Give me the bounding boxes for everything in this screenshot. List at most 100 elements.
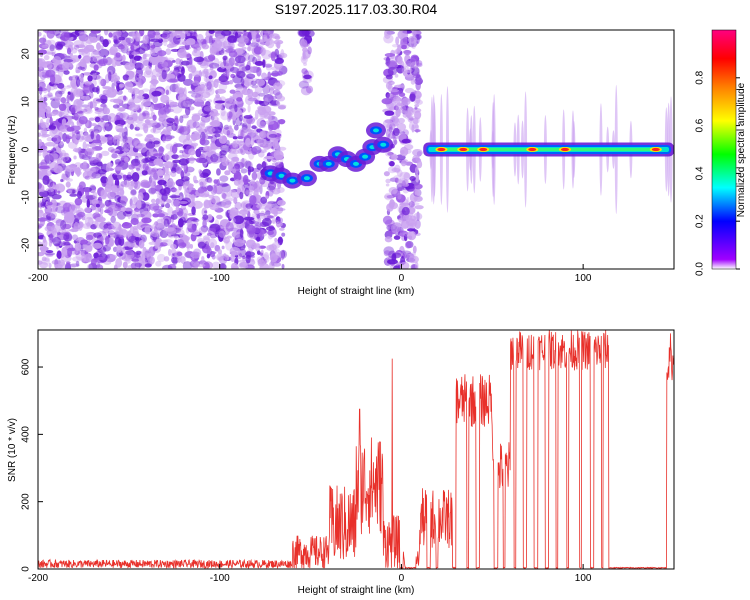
noise-blob [233, 238, 245, 247]
noise-blob [261, 72, 268, 80]
noise-blob [385, 128, 391, 139]
noise-blob [224, 254, 230, 261]
noise-blob [260, 47, 266, 56]
noise-blob [397, 192, 402, 200]
noise-blob [185, 38, 196, 45]
colorbar-gradient [711, 29, 737, 270]
noise-blob [256, 256, 264, 264]
noise-blob [252, 78, 259, 84]
noise-blob [57, 82, 65, 89]
noise-blob [115, 80, 121, 85]
noise-blob [46, 137, 53, 142]
noise-blob [78, 31, 87, 42]
noise-blob [259, 184, 263, 195]
noise-blob [42, 175, 50, 186]
noise-blob [229, 95, 234, 104]
noise-blob [119, 228, 127, 235]
noise-blob [140, 181, 152, 188]
noise-blob [161, 32, 170, 39]
noise-blob [246, 73, 256, 79]
noise-blob [83, 132, 89, 138]
noise-blob [122, 30, 126, 33]
noise-blob [243, 38, 251, 44]
noise-blob [140, 43, 151, 51]
noise-blob [90, 70, 97, 74]
noise-blob [103, 107, 110, 115]
noise-blob [184, 106, 191, 116]
noise-blob [246, 224, 256, 235]
noise-blob [393, 96, 401, 102]
noise-blob [301, 30, 311, 36]
noise-blob [165, 57, 175, 62]
noise-blob [415, 173, 420, 183]
noise-blob [158, 145, 164, 155]
noise-blob [165, 198, 172, 204]
noise-blob [38, 113, 43, 117]
noise-blob [227, 152, 238, 160]
noise-blob [82, 108, 93, 115]
noise-blob [66, 126, 75, 132]
noise-blob [82, 171, 90, 179]
noise-blob [399, 171, 411, 179]
noise-blob [122, 261, 128, 269]
noise-blob [387, 66, 398, 76]
noise-blob [407, 35, 418, 44]
noise-blob [144, 263, 152, 268]
noise-blob [92, 139, 102, 144]
noise-blob [276, 200, 286, 206]
noise-blob [197, 241, 206, 249]
noise-blob [232, 156, 240, 163]
noise-blob [153, 172, 159, 180]
noise-blob [218, 49, 225, 56]
noise-blob [61, 118, 67, 126]
noise-blob [86, 263, 93, 269]
noise-blob [224, 170, 231, 176]
noise-blob [89, 55, 94, 63]
noise-blob [219, 263, 227, 269]
noise-blob [100, 176, 108, 184]
noise-blob [69, 193, 78, 197]
noise-blob [38, 181, 43, 190]
noise-blob [52, 184, 60, 190]
noise-blob [258, 121, 266, 128]
noise-blob [166, 78, 178, 83]
noise-blob [250, 258, 255, 262]
noise-blob [69, 263, 80, 268]
noise-blob [113, 39, 119, 45]
noise-blob [133, 179, 141, 190]
noise-blob [38, 87, 48, 92]
noise-blob [146, 134, 154, 139]
noise-blob [95, 203, 100, 208]
noise-blob [150, 52, 159, 58]
noise-blob [279, 249, 288, 259]
noise-blob [242, 174, 249, 185]
spectrogram-x-tick-label: -100 [210, 273, 230, 284]
snr-line-layer [38, 330, 674, 569]
noise-blob [183, 164, 189, 174]
noise-blob [130, 217, 139, 226]
noise-blob [73, 155, 77, 160]
noise-blob [267, 215, 274, 219]
noise-blob [138, 240, 145, 249]
noise-blob [256, 163, 263, 170]
noise-blob [202, 145, 213, 152]
noise-blob [64, 262, 72, 269]
noise-blob [149, 38, 161, 43]
noise-blob [272, 262, 282, 267]
noise-blob [217, 257, 223, 261]
noise-blob [104, 184, 112, 193]
noise-blob [62, 85, 72, 89]
noise-blob [271, 162, 279, 166]
spectrogram-y-ticks: -20 -10 0 10 20 [21, 48, 43, 252]
noise-blob [51, 230, 58, 237]
noise-blob [162, 166, 170, 177]
noise-blob [395, 179, 406, 187]
noise-blob [92, 50, 102, 55]
noise-blob [412, 117, 419, 125]
noise-blob [73, 44, 80, 50]
noise-blob [192, 218, 200, 223]
noise-blob [169, 101, 178, 105]
noise-blob [234, 124, 239, 131]
noise-blob [49, 44, 55, 52]
noise-blob [90, 185, 97, 191]
